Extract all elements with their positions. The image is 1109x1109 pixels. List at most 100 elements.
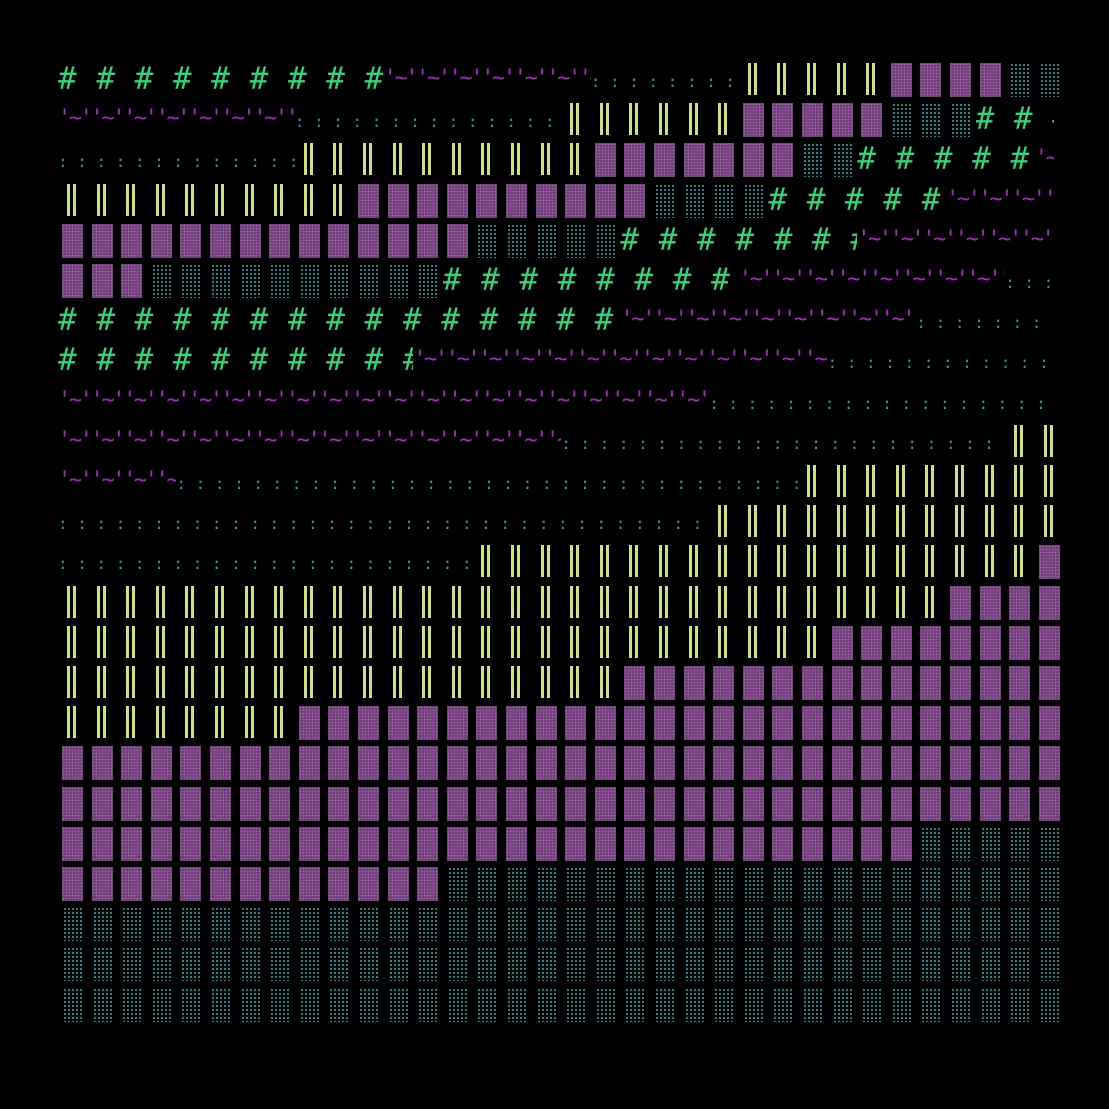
- block-cell: [683, 746, 705, 781]
- dots-cell: [832, 987, 852, 1022]
- dots-cell: [447, 987, 467, 1022]
- bars-cell: [333, 183, 343, 216]
- dots-cell: [418, 907, 438, 942]
- bars-cell: [67, 625, 76, 658]
- dots-glyph-run: [443, 867, 1059, 901]
- bars-cell: [629, 625, 639, 658]
- bars-cell: [126, 183, 136, 216]
- block-cell: [861, 786, 883, 821]
- art-row: # # # # # # # # # # # # # # # # # # #'~'…: [58, 300, 1058, 340]
- dots-glyph-run: [798, 143, 857, 178]
- block-cell: [801, 666, 823, 700]
- block-cell: [446, 223, 468, 258]
- art-row: ::::::::::::::::::::::::::::::::::::::::…: [58, 501, 1058, 541]
- art-row: '~''~''~''~''~''~''~''~'::::::::::::::::…: [58, 99, 1058, 139]
- dots-cell: [63, 987, 82, 1022]
- block-cell: [328, 706, 350, 741]
- bars-glyph-run: [58, 183, 354, 216]
- colon-glyph-run: ::::::::::: [590, 72, 739, 91]
- block-cell: [772, 103, 794, 138]
- block-cell: [328, 867, 350, 901]
- block-cell: [949, 666, 971, 700]
- tilde-glyph-run: '~''~''~''~''~''~''~''~''~''~': [620, 307, 917, 333]
- dots-cell: [151, 264, 171, 298]
- dots-cell: [714, 907, 734, 942]
- bars-cell: [362, 143, 372, 176]
- dots-cell: [891, 987, 911, 1022]
- block-cell: [476, 746, 498, 781]
- bars-cell: [659, 585, 668, 618]
- dots-cell: [950, 103, 970, 138]
- block-cell: [62, 786, 83, 821]
- block-cell: [742, 143, 764, 178]
- block-cell: [565, 826, 587, 861]
- dots-cell: [803, 987, 822, 1022]
- colon-glyph-run: ::::::::::::::::: [58, 152, 295, 172]
- art-row: # # # # # # # #'~''~''~''~''~''~''~': [58, 220, 1058, 260]
- colon-glyph-run: ::::::: [1005, 273, 1054, 292]
- colon-glyph-run: ::::::::::::::::::::::::::::::::::::::::…: [176, 474, 798, 493]
- block-cell: [150, 746, 172, 781]
- bars-cell: [67, 706, 76, 739]
- dots-glyph-run: [58, 947, 1059, 982]
- hash-glyph-run: # # # # # #: [857, 141, 1030, 178]
- dots-cell: [1039, 947, 1059, 982]
- bars-cell: [1043, 465, 1053, 497]
- dots-glyph-run: [1005, 63, 1059, 97]
- dots-cell: [506, 867, 526, 901]
- dots-cell: [507, 907, 526, 942]
- colon-glyph-run: ::::::::::::::::::::::::::::: [58, 554, 472, 574]
- bars-cell: [215, 706, 224, 739]
- bars-cell: [1043, 505, 1053, 538]
- bars-cell: [836, 545, 846, 578]
- bars-cell: [244, 706, 254, 739]
- block-cell: [357, 706, 379, 741]
- bars-cell: [747, 625, 757, 658]
- block-cell: [91, 746, 113, 781]
- bars-cell: [155, 183, 165, 216]
- block-cell: [861, 826, 883, 861]
- art-row: ::::::::::::::::# # # # # #'~': [58, 139, 1058, 179]
- dots-cell: [1039, 987, 1059, 1022]
- bars-cell: [718, 103, 728, 136]
- dots-cell: [536, 907, 556, 942]
- block-glyph-run: [58, 867, 443, 901]
- block-cell: [594, 183, 616, 218]
- dots-cell: [1010, 867, 1030, 901]
- block-cell: [328, 826, 350, 861]
- bars-cell: [244, 666, 254, 698]
- bars-cell: [599, 625, 609, 658]
- block-cell: [358, 826, 379, 861]
- bars-cell: [895, 465, 905, 497]
- bars-cell: [126, 666, 136, 698]
- dots-cell: [773, 907, 793, 942]
- dots-cell: [655, 987, 674, 1022]
- block-cell: [298, 786, 320, 821]
- bars-cell: [718, 625, 728, 658]
- dots-cell: [891, 867, 911, 901]
- block-cell: [772, 786, 794, 821]
- bars-cell: [747, 63, 757, 95]
- block-cell: [91, 867, 113, 901]
- block-cell: [772, 826, 794, 861]
- art-row: # # # # # #'~''~''~''~': [58, 180, 1058, 220]
- block-cell: [1038, 786, 1060, 821]
- bars-cell: [215, 183, 224, 216]
- bars-cell: [422, 666, 432, 698]
- dots-cell: [921, 826, 941, 861]
- dots-glyph-run: [58, 907, 1059, 942]
- hash-glyph-run: # # # # # # # # # #: [442, 262, 731, 298]
- block-cell: [180, 746, 202, 781]
- dots-cell: [951, 987, 970, 1022]
- dots-cell: [714, 947, 734, 982]
- block-glyph-run: [591, 143, 798, 178]
- block-cell: [772, 706, 794, 741]
- dots-cell: [655, 947, 674, 982]
- dots-cell: [773, 987, 793, 1022]
- block-cell: [713, 786, 735, 821]
- bars-cell: [836, 505, 846, 538]
- bars-cell: [215, 585, 224, 618]
- block-cell: [565, 183, 587, 218]
- block-cell: [239, 786, 261, 821]
- bars-cell: [185, 666, 195, 698]
